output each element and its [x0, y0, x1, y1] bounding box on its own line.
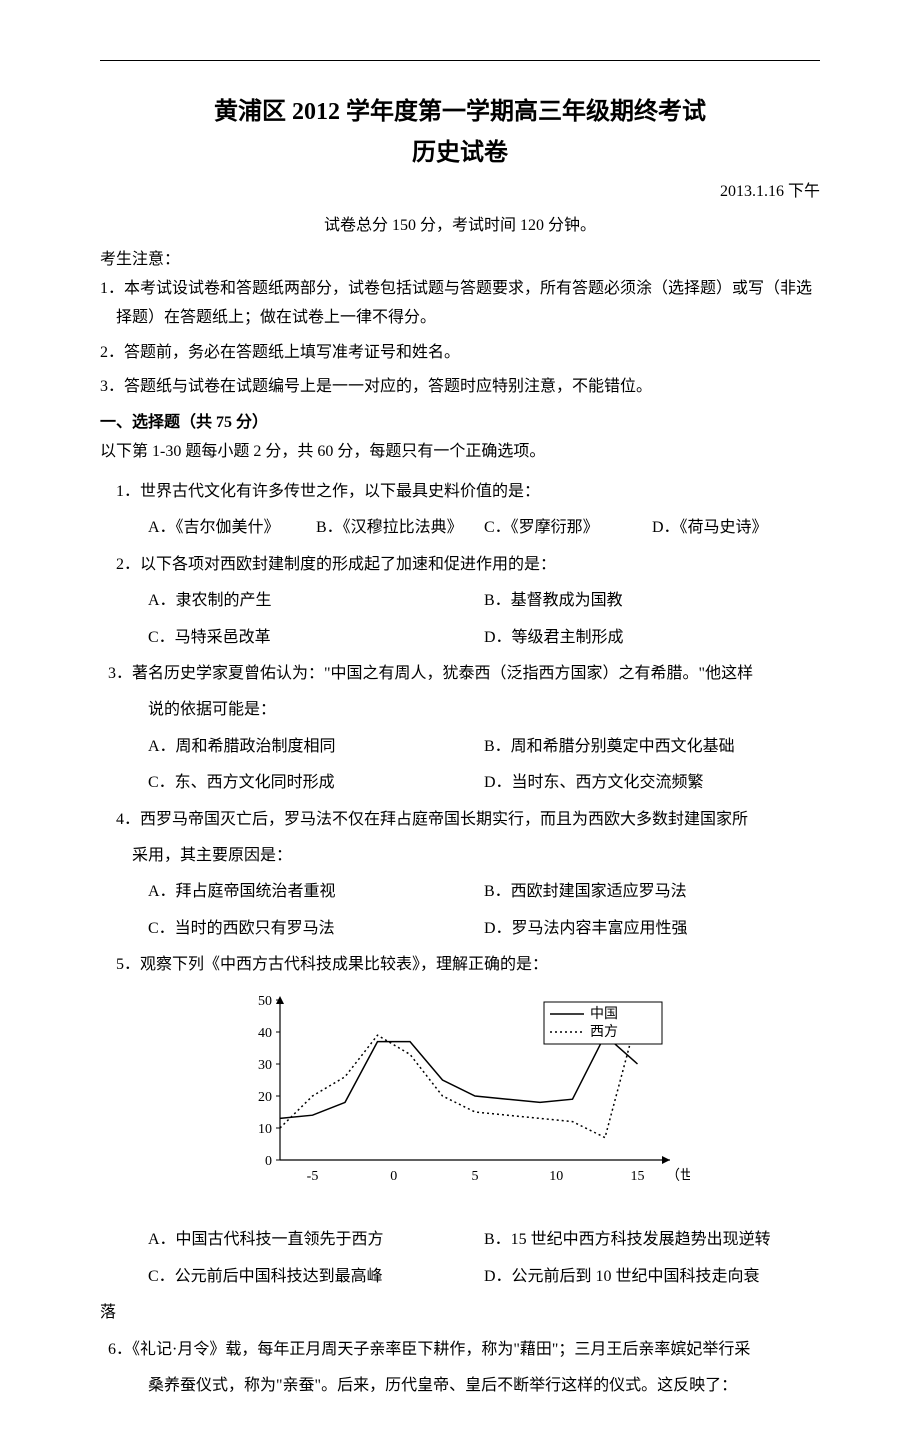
- q5-option-d-overflow: 落: [100, 1298, 820, 1328]
- svg-text:5: 5: [472, 1169, 479, 1184]
- q2-option-b: B．基督教成为国教: [484, 586, 820, 616]
- exam-date: 2013.1.16 下午: [100, 177, 820, 201]
- exam-score-line: 试卷总分 150 分，考试时间 120 分钟。: [100, 211, 820, 235]
- q3-options-row2: C．东、西方文化同时形成 D．当时东、西方文化交流频繁: [100, 768, 820, 798]
- notice-item-1: 1．本考试设试卷和答题纸两部分，试卷包括试题与答题要求，所有答题必须涂（选择题）…: [100, 275, 820, 333]
- q3-option-a: A．周和希腊政治制度相同: [148, 732, 484, 762]
- exam-title-main: 黄浦区 2012 学年度第一学期高三年级期终考试: [100, 91, 820, 126]
- svg-text:15: 15: [631, 1169, 645, 1184]
- q4-stem-b: 采用，其主要原因是：: [100, 841, 820, 871]
- q2-option-d: D．等级君主制形成: [484, 623, 820, 653]
- q4-options-row2: C．当时的西欧只有罗马法 D．罗马法内容丰富应用性强: [100, 914, 820, 944]
- svg-text:10: 10: [258, 1122, 272, 1137]
- section-1-title: 一、选择题（共 75 分）: [100, 408, 820, 432]
- q3-stem-b: 说的依据可能是：: [100, 695, 820, 725]
- svg-text:30: 30: [258, 1058, 272, 1073]
- q3-options-row1: A．周和希腊政治制度相同 B．周和希腊分别奠定中西文化基础: [100, 732, 820, 762]
- q5-stem: 5．观察下列《中西方古代科技成果比较表》，理解正确的是：: [100, 950, 820, 980]
- top-rule: [100, 60, 820, 61]
- q2-options-row1: A．隶农制的产生 B．基督教成为国教: [100, 586, 820, 616]
- q6-stem-a: 6．《礼记·月令》载，每年正月周天子亲率臣下耕作，称为"藉田"；三月王后亲率嫔妃…: [100, 1335, 820, 1365]
- exam-title-sub: 历史试卷: [100, 132, 820, 167]
- q2-stem: 2．以下各项对西欧封建制度的形成起了加速和促进作用的是：: [100, 550, 820, 580]
- q1-option-d: D．《荷马史诗》: [652, 513, 820, 543]
- q1-option-b: B．《汉穆拉比法典》: [316, 513, 484, 543]
- q4-option-c: C．当时的西欧只有罗马法: [148, 914, 484, 944]
- q1-stem: 1．世界古代文化有许多传世之作，以下最具史料价值的是：: [100, 477, 820, 507]
- q5-option-c: C．公元前后中国科技达到最高峰: [148, 1262, 484, 1292]
- svg-text:0: 0: [265, 1154, 272, 1169]
- q2-option-c: C．马特采邑改革: [148, 623, 484, 653]
- svg-text:40: 40: [258, 1026, 272, 1041]
- svg-text:中国: 中国: [590, 1006, 618, 1022]
- svg-text:0: 0: [390, 1169, 397, 1184]
- q1-option-a: A．《吉尔伽美什》: [148, 513, 316, 543]
- q5-option-a: A．中国古代科技一直领先于西方: [148, 1225, 484, 1255]
- svg-text:20: 20: [258, 1090, 272, 1105]
- q3-option-b: B．周和希腊分别奠定中西文化基础: [484, 732, 820, 762]
- q5-option-b: B．15 世纪中西方科技发展趋势出现逆转: [484, 1225, 820, 1255]
- q4-options-row1: A．拜占庭帝国统治者重视 B．西欧封建国家适应罗马法: [100, 877, 820, 907]
- q3-stem-a: 3．著名历史学家夏曾佑认为："中国之有周人，犹泰西（泛指西方国家）之有希腊。"他…: [100, 659, 820, 689]
- q2-option-a: A．隶农制的产生: [148, 586, 484, 616]
- notice-item-3: 3．答题纸与试卷在试题编号上是一一对应的，答题时应特别注意，不能错位。: [100, 373, 820, 402]
- section-1-scope: 以下第 1-30 题每小题 2 分，共 60 分，每题只有一个正确选项。: [100, 438, 820, 467]
- notice-item-2: 2．答题前，务必在答题纸上填写准考证号和姓名。: [100, 339, 820, 368]
- svg-text:西方: 西方: [590, 1024, 618, 1040]
- q2-options-row2: C．马特采邑改革 D．等级君主制形成: [100, 623, 820, 653]
- svg-text:（世纪）: （世纪）: [666, 1168, 690, 1184]
- q5-option-d: D．公元前后到 10 世纪中国科技走向衰: [484, 1262, 820, 1292]
- q1-option-c: C．《罗摩衍那》: [484, 513, 652, 543]
- q1-options: A．《吉尔伽美什》 B．《汉穆拉比法典》 C．《罗摩衍那》 D．《荷马史诗》: [100, 513, 820, 543]
- svg-text:50: 50: [258, 994, 272, 1009]
- q5-options-row2: C．公元前后中国科技达到最高峰 D．公元前后到 10 世纪中国科技走向衰: [100, 1262, 820, 1292]
- q5-chart: 0 10 20 30 40 50 -5 0 5 10 15 （世纪） 中国西方: [100, 990, 820, 1205]
- chart-svg: 0 10 20 30 40 50 -5 0 5 10 15 （世纪） 中国西方: [230, 990, 690, 1200]
- q3-option-d: D．当时东、西方文化交流频繁: [484, 768, 820, 798]
- q4-option-d: D．罗马法内容丰富应用性强: [484, 914, 820, 944]
- q5-options-row1: A．中国古代科技一直领先于西方 B．15 世纪中西方科技发展趋势出现逆转: [100, 1225, 820, 1255]
- svg-text:-5: -5: [307, 1169, 319, 1184]
- svg-text:10: 10: [549, 1169, 563, 1184]
- q4-option-a: A．拜占庭帝国统治者重视: [148, 877, 484, 907]
- q6-stem-b: 桑养蚕仪式，称为"亲蚕"。后来，历代皇帝、皇后不断举行这样的仪式。这反映了：: [100, 1371, 820, 1401]
- q4-stem-a: 4．西罗马帝国灭亡后，罗马法不仅在拜占庭帝国长期实行，而且为西欧大多数封建国家所: [100, 805, 820, 835]
- q4-option-b: B．西欧封建国家适应罗马法: [484, 877, 820, 907]
- notice-title: 考生注意：: [100, 245, 820, 269]
- q3-option-c: C．东、西方文化同时形成: [148, 768, 484, 798]
